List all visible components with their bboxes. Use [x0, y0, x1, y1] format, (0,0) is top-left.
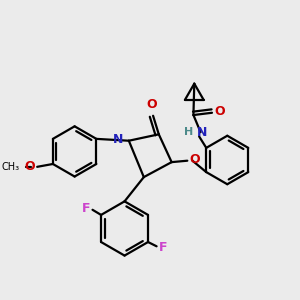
- Text: O: O: [190, 153, 200, 166]
- Text: O: O: [215, 105, 226, 118]
- Text: CH₃: CH₃: [2, 162, 20, 172]
- Text: N: N: [113, 133, 124, 146]
- Text: N: N: [197, 126, 208, 139]
- Text: H: H: [184, 127, 194, 137]
- Text: F: F: [159, 241, 167, 254]
- Text: F: F: [82, 202, 90, 214]
- Text: O: O: [146, 98, 157, 111]
- Text: O: O: [24, 160, 35, 173]
